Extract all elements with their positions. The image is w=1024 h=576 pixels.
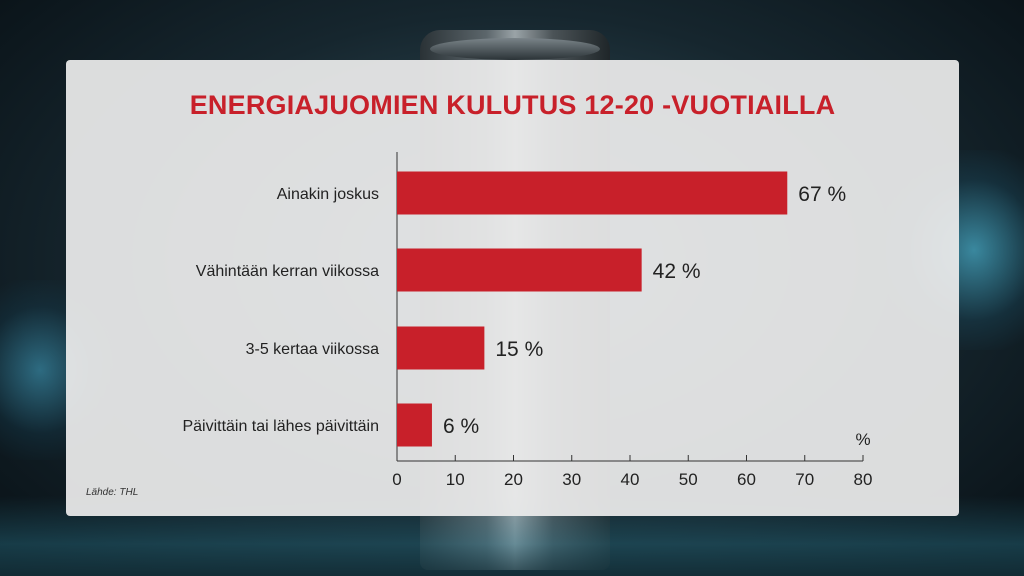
- category-label: Vähintään kerran viikossa: [196, 263, 379, 280]
- category-label: 3-5 kertaa viikossa: [246, 341, 379, 358]
- value-label: 42 %: [653, 260, 701, 283]
- background-can-lid: [430, 38, 600, 60]
- chart-panel: ENERGIAJUOMIEN KULUTUS 12-20 -VUOTIAILLA…: [66, 60, 959, 516]
- value-label: 6 %: [443, 415, 479, 438]
- bar: [397, 171, 788, 215]
- category-label: Ainakin joskus: [277, 186, 379, 203]
- x-axis-unit-label: %: [855, 430, 870, 449]
- x-tick-label: 0: [392, 470, 401, 489]
- value-label: 67 %: [798, 183, 846, 206]
- x-tick-label: 30: [562, 470, 581, 489]
- x-tick-label: 40: [621, 470, 640, 489]
- category-label: Päivittäin tai lähes päivittäin: [182, 418, 379, 435]
- chart-title: ENERGIAJUOMIEN KULUTUS 12-20 -VUOTIAILLA: [189, 90, 836, 120]
- value-label: 15 %: [495, 338, 543, 361]
- bar: [397, 326, 485, 370]
- x-tick-label: 20: [504, 470, 523, 489]
- bar-chart: 0 10 20 30 40 50 60 70 80% Ainakin joskus 67 % Vähi…: [182, 152, 873, 489]
- x-tick-label: 60: [737, 470, 756, 489]
- bar: [397, 403, 432, 447]
- x-tick-label: 80: [854, 470, 873, 489]
- x-tick-label: 10: [446, 470, 465, 489]
- source-note: Lähde: THL: [86, 487, 139, 498]
- x-tick-label: 50: [679, 470, 698, 489]
- bar: [397, 248, 642, 292]
- x-tick-label: 70: [795, 470, 814, 489]
